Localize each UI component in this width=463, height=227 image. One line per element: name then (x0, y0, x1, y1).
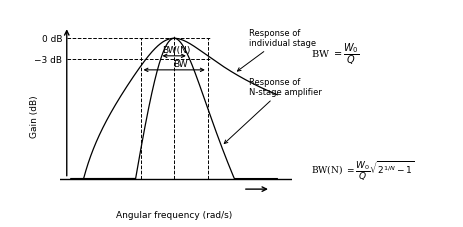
Text: BW $= \dfrac{W_0}{Q}$: BW $= \dfrac{W_0}{Q}$ (310, 41, 359, 67)
Text: BW(N): BW(N) (162, 46, 190, 54)
Text: BW(N) $= \dfrac{W_0}{Q}\sqrt{2^{1/N}-1}$: BW(N) $= \dfrac{W_0}{Q}\sqrt{2^{1/N}-1}$ (310, 159, 413, 183)
Text: −3 dB: −3 dB (34, 56, 63, 64)
Text: 0 dB: 0 dB (42, 35, 63, 44)
Text: Response of
N-stage amplifier: Response of N-stage amplifier (224, 78, 321, 144)
Text: Angular frequency (rad/s): Angular frequency (rad/s) (116, 210, 232, 219)
Text: Gain (dB): Gain (dB) (30, 95, 39, 137)
Text: Response of
individual stage: Response of individual stage (237, 29, 316, 72)
Text: BW: BW (173, 59, 188, 69)
